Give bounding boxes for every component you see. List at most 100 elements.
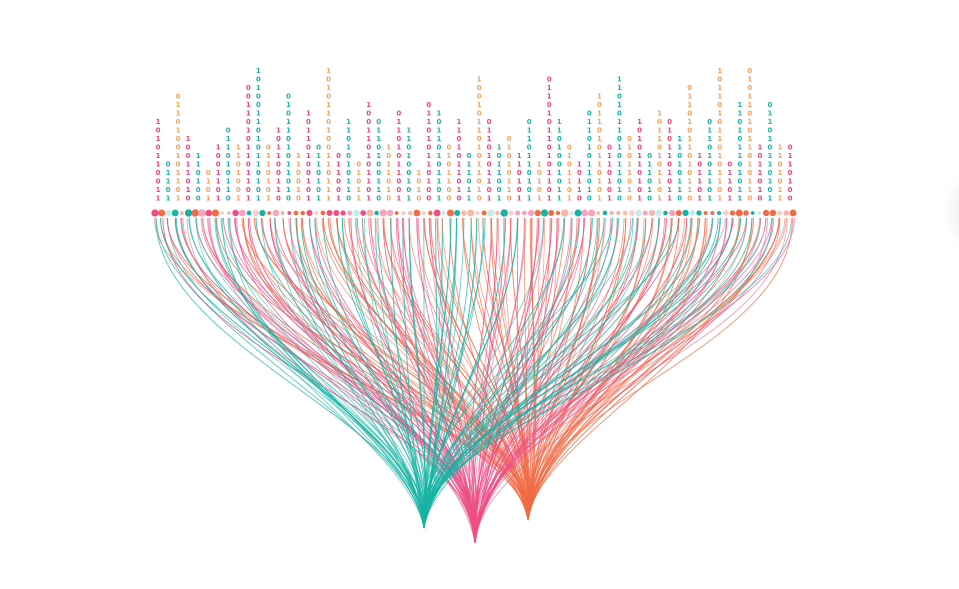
digit-column: 0101101011010110 — [746, 67, 754, 203]
digit-column: 10110101101 — [656, 110, 664, 204]
node-dot — [635, 209, 642, 217]
digit-column: 110101 — [515, 152, 523, 203]
curve — [422, 217, 593, 529]
curve — [423, 217, 565, 529]
node-dot — [441, 211, 446, 215]
node-dot — [789, 209, 797, 217]
node-dot — [717, 210, 722, 216]
node-dot — [421, 210, 426, 216]
node-dot — [696, 210, 702, 216]
node-dot — [287, 211, 292, 215]
node-dot — [521, 210, 527, 216]
node-dot — [574, 209, 582, 217]
curve — [423, 217, 484, 529]
node-dot — [663, 210, 668, 216]
curve — [527, 217, 794, 521]
curve — [186, 217, 476, 544]
curves — [153, 217, 795, 544]
curve — [525, 217, 592, 521]
curve — [473, 217, 512, 544]
curve — [474, 217, 772, 544]
node-dot — [184, 209, 193, 217]
node-dot — [609, 210, 614, 216]
node-dot — [272, 209, 280, 217]
node-dot — [326, 209, 333, 217]
digit-column: 0110110101 — [525, 118, 533, 203]
curve — [374, 217, 425, 529]
digit-column: 110010 — [294, 152, 302, 203]
curve — [309, 217, 426, 529]
curve — [423, 217, 773, 529]
node-dot — [581, 209, 589, 217]
node-dot — [710, 211, 715, 215]
curve — [221, 217, 425, 529]
curve — [356, 217, 426, 529]
node-dot — [198, 209, 206, 217]
digit-column: 1001101 — [214, 144, 222, 204]
node-dot — [461, 210, 467, 216]
dots — [151, 209, 797, 217]
node-dot — [232, 209, 239, 217]
digit-column: 1011001 — [495, 144, 503, 204]
node-dot — [689, 210, 696, 216]
digit-column: 1010011010110101 — [254, 67, 262, 203]
node-dot — [682, 209, 689, 217]
node-dot — [548, 210, 555, 216]
node-dot — [487, 209, 495, 217]
curve — [422, 217, 613, 529]
digit-column: 01101011010110 — [686, 84, 694, 203]
node-dot — [560, 209, 569, 217]
node-dot — [408, 210, 413, 216]
node-dot — [353, 209, 360, 217]
node-dot — [374, 210, 379, 216]
curve — [527, 217, 573, 521]
digit-column: 1101010110 — [345, 118, 353, 203]
digit-column: 011010110 — [224, 127, 232, 204]
node-dot — [668, 209, 676, 217]
digit-column: 101101 — [696, 152, 704, 203]
node-dot — [534, 209, 541, 217]
curve — [390, 217, 425, 529]
node-dot — [743, 210, 749, 216]
node-dot — [783, 210, 790, 216]
node-dot — [347, 210, 353, 216]
node-dot — [171, 209, 179, 217]
digit-column: 011010 — [646, 152, 654, 203]
node-dot — [227, 211, 231, 215]
digit-column: 110100101 — [405, 127, 413, 204]
curve — [314, 217, 425, 529]
curve — [474, 217, 632, 544]
node-dot — [267, 211, 272, 215]
digit-column: 10110 — [575, 161, 583, 204]
digit-column: 01011010 — [625, 135, 633, 203]
curve — [402, 217, 425, 529]
node-dot — [306, 209, 313, 217]
digit-column: 10110101101 — [435, 110, 443, 204]
digit-column: 011010110100 — [425, 101, 433, 203]
digit-column: 1101001011 — [555, 118, 563, 203]
digit-column: 0101101011010 — [284, 93, 292, 204]
digit-column: 01101011010 — [585, 110, 593, 204]
node-dot — [320, 210, 326, 216]
digit-column: 1011010110101101 — [716, 67, 724, 203]
curve — [207, 217, 476, 544]
digit-column: 0110101101 — [485, 118, 493, 203]
curve — [527, 217, 760, 521]
node-dot — [205, 209, 213, 217]
node-dot — [360, 210, 367, 216]
node-dot — [433, 209, 441, 217]
node-dot — [165, 209, 172, 217]
node-dot — [762, 209, 770, 217]
digit-column: 1010110011 — [154, 118, 162, 203]
curve — [423, 217, 719, 529]
node-dot — [386, 209, 394, 217]
digit-column: 01101011001 — [395, 110, 403, 204]
curve — [527, 217, 753, 521]
node-dot — [246, 210, 252, 216]
node-dot — [158, 209, 166, 217]
digit-column: 01101 — [164, 161, 172, 204]
digit-column: 1010 — [415, 169, 423, 203]
node-dot — [703, 211, 708, 215]
node-dot — [729, 210, 736, 216]
